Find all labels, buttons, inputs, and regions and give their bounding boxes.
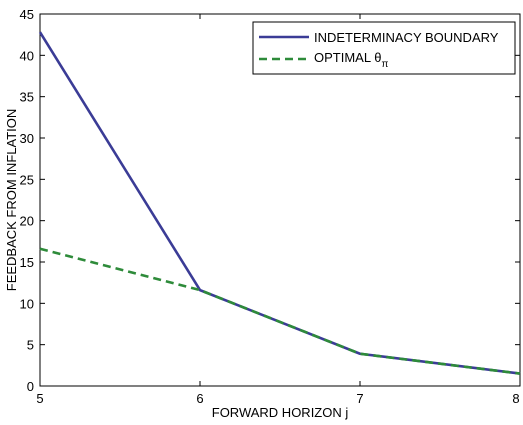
- x-tick-label: 6: [196, 391, 203, 406]
- y-tick-label: 5: [27, 338, 34, 353]
- y-tick-label: 0: [27, 379, 34, 394]
- plot-area: [39, 13, 521, 387]
- y-tick-label: 40: [20, 48, 34, 63]
- legend-label-optimal-theta: OPTIMAL θπ: [314, 50, 388, 70]
- series-line-optimal-theta: [39, 247, 521, 375]
- x-axis-title: FORWARD HORIZON j: [212, 405, 349, 420]
- legend-label-optimal-theta-main: OPTIMAL θ: [314, 50, 381, 65]
- y-tick-label: 30: [20, 131, 34, 146]
- y-tick-label: 35: [20, 90, 34, 105]
- series-layer: [38, 31, 521, 375]
- legend-label-optimal-theta-subscript: π: [381, 59, 388, 70]
- y-tick-label: 10: [20, 296, 34, 311]
- y-tick-label: 20: [20, 214, 34, 229]
- y-tick-label: 25: [20, 172, 34, 187]
- y-axis-title: FEEDBACK FROM INFLATION: [4, 109, 19, 292]
- x-tick-label: 8: [512, 391, 519, 406]
- y-tick-label: 15: [20, 255, 34, 270]
- legend-box: [252, 21, 516, 75]
- x-tick-label: 7: [356, 391, 363, 406]
- legend-label-indeterminacy-boundary: INDETERMINACY BOUNDARY: [314, 30, 499, 45]
- legend: INDETERMINACY BOUNDARY OPTIMAL θπ: [252, 21, 516, 75]
- x-tick-label: 5: [36, 391, 43, 406]
- y-tick-label: 45: [20, 7, 34, 22]
